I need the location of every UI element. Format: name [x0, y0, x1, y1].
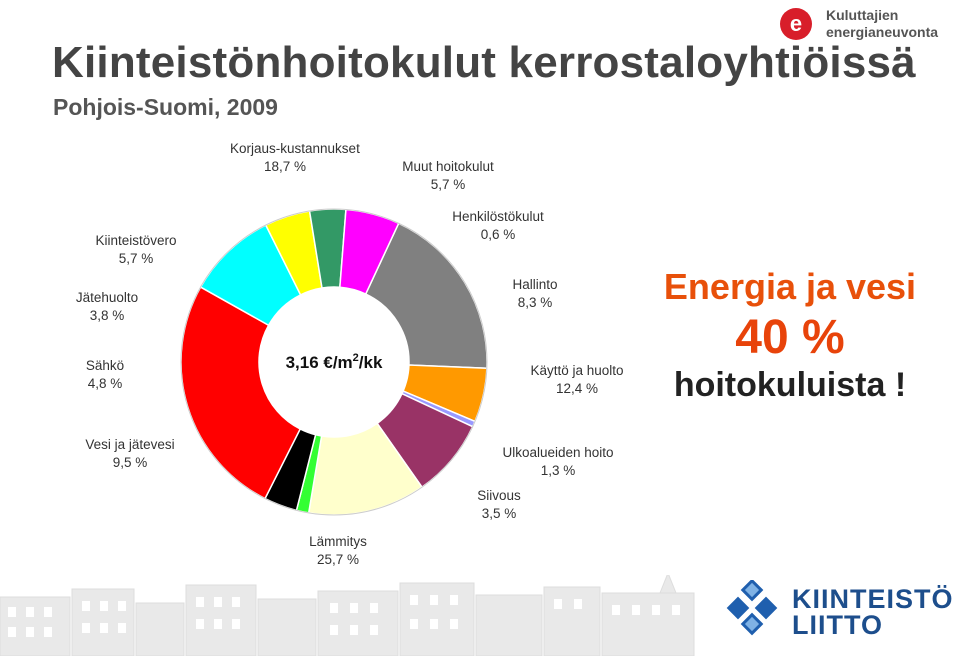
center-label-unit: /kk [359, 353, 383, 372]
label-name: Käyttö ja huolto [530, 363, 624, 378]
label-value: 4,8 % [87, 376, 123, 391]
label-name: Lämmitys [309, 534, 367, 549]
label-name: Vesi ja jätevesi [85, 437, 175, 452]
center-label-sup: 2 [353, 352, 359, 364]
diamond-logo-icon [726, 578, 778, 636]
label-name: Henkilöstökulut [452, 209, 544, 224]
label-value: 0,6 % [480, 227, 516, 242]
label-henkilostokulut: Henkilöstökulut 0,6 % [438, 208, 558, 244]
label-name: Sähkö [85, 358, 125, 373]
label-value: 12,4 % [555, 381, 599, 396]
label-sahko: Sähkö 4,8 % [76, 357, 134, 393]
kiinteistoliitto-logo: KIINTEISTÖ LIITTO [722, 578, 954, 640]
label-name: Korjaus-kustannukset [230, 141, 360, 156]
city-skyline-decoration [0, 575, 695, 656]
callout-line-3: hoitokuluista ! [673, 366, 907, 404]
label-ulkoalueiden-hoito: Ulkoalueiden hoito 1,3 % [488, 444, 628, 480]
pie-outline [180, 208, 488, 516]
page-title: Kiinteistönhoitokulut kerrostaloyhtiöiss… [52, 38, 916, 87]
label-name: Ulkoalueiden hoito [502, 445, 614, 460]
label-muut-hoitokulut: Muut hoitokulut 5,7 % [388, 158, 508, 194]
callout-line-1: Energia ja vesi [663, 266, 917, 307]
e-logo-mark: e [790, 11, 802, 36]
callout-line-2: 40 % [735, 311, 845, 364]
page-subtitle: Pohjois-Suomi, 2009 [53, 94, 278, 120]
brand-line-2: energianeuvonta [826, 24, 939, 40]
label-value: 5,7 % [430, 177, 466, 192]
label-value: 3,8 % [89, 308, 125, 323]
label-korjauskustannukset: Korjaus-kustannukset 18,7 % [230, 140, 360, 176]
e-logo-icon: e [780, 8, 812, 40]
center-label-value: 3,16 €/m [286, 353, 353, 372]
logo-line-2: LIITTO [792, 610, 883, 640]
label-name: Jätehuolto [75, 290, 139, 305]
label-kaytto-ja-huolto: Käyttö ja huolto 12,4 % [512, 362, 642, 398]
label-name: Kiinteistövero [95, 233, 177, 248]
label-value: 3,5 % [481, 506, 517, 521]
label-vesi-ja-jatevesi: Vesi ja jätevesi 9,5 % [68, 436, 192, 472]
label-name: Muut hoitokulut [402, 159, 494, 174]
label-siivous: Siivous 3,5 % [466, 487, 532, 523]
label-value: 9,5 % [112, 455, 148, 470]
label-name: Siivous [477, 488, 521, 503]
label-name: Hallinto [512, 277, 558, 292]
label-hallinto: Hallinto 8,3 % [500, 276, 570, 312]
kuluttajien-energianeuvonta-logo: e Kuluttajien energianeuvonta [778, 4, 958, 44]
brand-line-1: Kuluttajien [826, 7, 899, 23]
logo-line-1: KIINTEISTÖ [792, 584, 954, 614]
pie-center-label: 3,16 €/m2/kk [286, 352, 383, 372]
label-kiinteistovero: Kiinteistövero 5,7 % [80, 232, 192, 268]
label-value: 1,3 % [540, 463, 576, 478]
label-lammitys: Lämmitys 25,7 % [298, 533, 378, 569]
label-jatehuolto: Jätehuolto 3,8 % [64, 289, 150, 325]
label-value: 25,7 % [316, 552, 360, 567]
label-value: 18,7 % [263, 159, 307, 174]
label-value: 8,3 % [517, 295, 553, 310]
label-value: 5,7 % [118, 251, 154, 266]
